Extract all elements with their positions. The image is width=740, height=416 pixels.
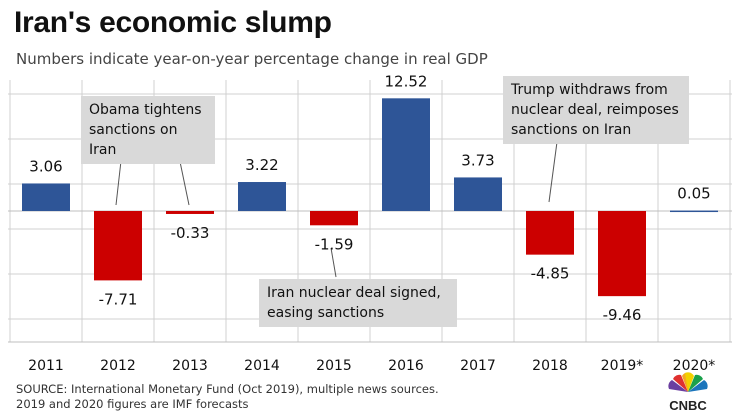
bar-2015 <box>310 211 358 226</box>
annotation-leader-line <box>330 247 337 278</box>
x-tick-label: 2020* <box>673 358 716 374</box>
annotation-obama-sanctions: Obama tightens sanctions on Iran <box>81 96 215 164</box>
x-tick-label: 2018 <box>532 358 568 374</box>
x-tick-label: 2014 <box>244 358 280 374</box>
logo-text: CNBC <box>669 398 707 413</box>
data-label: 3.06 <box>29 157 62 175</box>
bar-2014 <box>238 182 286 211</box>
data-label: -7.71 <box>99 290 138 308</box>
source-line-1: SOURCE: International Monetary Fund (Oct… <box>16 382 439 396</box>
data-label: 3.73 <box>461 151 494 169</box>
peacock-icon <box>668 372 708 392</box>
chart-title: Iran's economic slump <box>14 6 332 39</box>
cnbc-logo: CNBC <box>668 372 708 413</box>
data-label: 0.05 <box>677 185 710 203</box>
data-label: 12.52 <box>385 72 428 90</box>
source-note: SOURCE: International Monetary Fund (Oct… <box>16 382 439 412</box>
x-tick-label: 2011 <box>28 358 64 374</box>
data-label: -0.33 <box>171 224 210 242</box>
chart-subtitle: Numbers indicate year-on-year percentage… <box>16 50 488 68</box>
data-label: -1.59 <box>315 235 354 253</box>
annotation-trump-withdraws: Trump withdraws from nuclear deal, reimp… <box>503 76 689 144</box>
x-tick-label: 2016 <box>388 358 424 374</box>
x-tick-label: 2015 <box>316 358 352 374</box>
source-line-2: 2019 and 2020 figures are IMF forecasts <box>16 397 249 411</box>
bar-2011 <box>22 183 70 211</box>
x-tick-label: 2012 <box>100 358 136 374</box>
data-label: 3.22 <box>245 156 278 174</box>
bar-2019 <box>598 211 646 297</box>
annotation-leader-line <box>548 141 558 203</box>
bar-2012 <box>94 211 142 281</box>
x-tick-label: 2017 <box>460 358 496 374</box>
data-label: -4.85 <box>531 265 570 283</box>
bar-2016 <box>382 98 430 211</box>
annotation-nuclear-deal: Iran nuclear deal signed, easing sanctio… <box>259 279 457 327</box>
x-tick-label: 2019* <box>601 358 644 374</box>
bar-2013 <box>166 211 214 214</box>
bar-2017 <box>454 177 502 211</box>
bar-2020 <box>670 210 718 213</box>
x-tick-label: 2013 <box>172 358 208 374</box>
data-label: -9.46 <box>603 306 642 324</box>
bar-2018 <box>526 211 574 255</box>
